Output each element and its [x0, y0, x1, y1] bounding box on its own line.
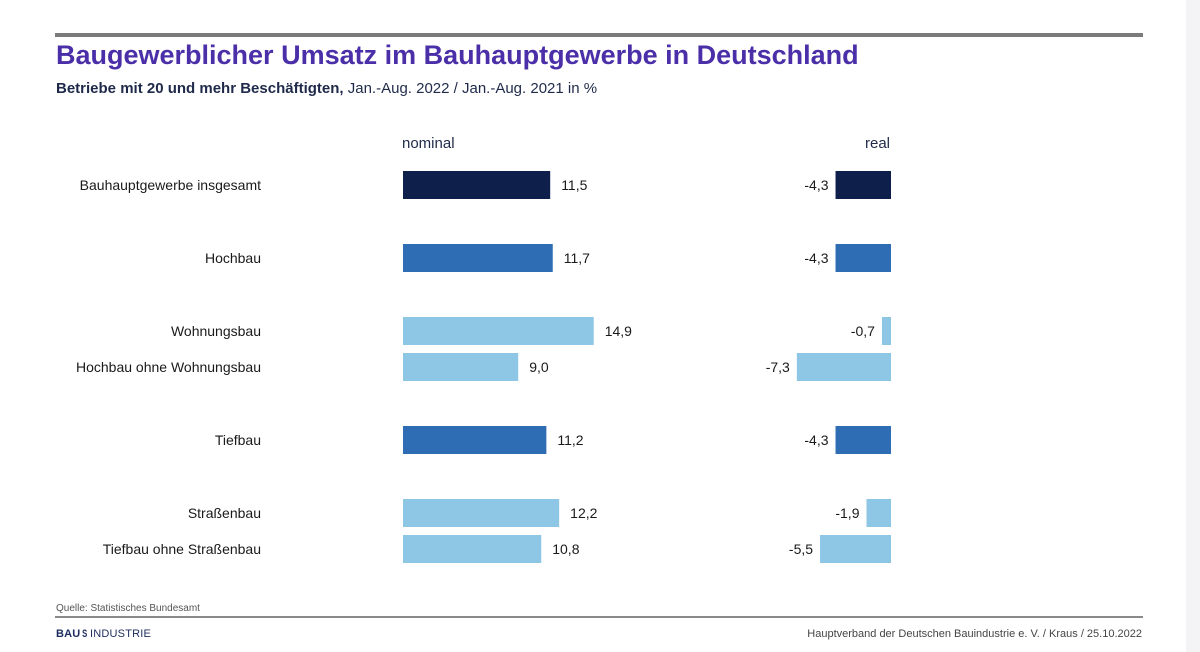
- bar-real: [835, 244, 891, 272]
- category-label: Tiefbau ohne Straßenbau: [103, 541, 261, 557]
- top-divider: [55, 33, 1143, 37]
- bar-real: [881, 317, 891, 345]
- bar-real: [835, 171, 891, 199]
- data-label-nominal: 10,8: [552, 541, 579, 557]
- bar-real: [835, 426, 891, 454]
- data-label-real: -4,3: [804, 432, 828, 448]
- source-note: Quelle: Statistisches Bundesamt: [56, 603, 200, 614]
- panel-header-nominal: nominal: [402, 135, 455, 152]
- logo-mark: S: [82, 628, 88, 640]
- bar-nominal: [403, 426, 547, 454]
- window-edge: [1186, 0, 1200, 652]
- data-label-nominal: 14,9: [605, 323, 632, 339]
- category-label: Straßenbau: [188, 505, 261, 521]
- bar-real: [820, 535, 891, 563]
- logo: BAU S INDUSTRIE: [56, 628, 151, 640]
- bar-nominal: [403, 353, 519, 381]
- footer-credit: Hauptverband der Deutschen Bauindustrie …: [807, 628, 1142, 640]
- data-label-real: -0,7: [851, 323, 875, 339]
- bar-real: [796, 353, 891, 381]
- data-label-nominal: 11,5: [561, 177, 587, 193]
- category-label: Wohnungsbau: [171, 323, 261, 339]
- subtitle-bold: Betriebe mit 20 und mehr Beschäftigten,: [56, 80, 344, 97]
- logo-part-a: BAU: [56, 628, 81, 640]
- bar-real: [866, 499, 891, 527]
- subtitle-rest: Jan.-Aug. 2022 / Jan.-Aug. 2021 in %: [343, 80, 598, 97]
- data-label-real: -1,9: [835, 505, 859, 521]
- bar-nominal: [403, 317, 594, 345]
- data-label-real: -7,3: [766, 359, 790, 375]
- data-label-real: -4,3: [804, 250, 828, 266]
- category-label: Hochbau: [205, 250, 261, 266]
- bar-nominal: [403, 535, 542, 563]
- bar-nominal: [403, 171, 551, 199]
- category-label: Tiefbau: [215, 432, 261, 448]
- page-title: Baugewerblicher Umsatz im Bauhauptgewerb…: [56, 40, 859, 70]
- data-label-nominal: 12,2: [570, 505, 597, 521]
- bottom-divider: [55, 616, 1143, 618]
- bar-nominal: [403, 499, 560, 527]
- data-label-nominal: 11,7: [564, 250, 590, 266]
- data-label-nominal: 11,2: [557, 432, 583, 448]
- category-label: Bauhauptgewerbe insgesamt: [80, 177, 261, 193]
- bar-nominal: [403, 244, 553, 272]
- data-label-real: -4,3: [804, 177, 828, 193]
- category-label: Hochbau ohne Wohnungsbau: [76, 359, 261, 375]
- data-label-real: -5,5: [789, 541, 813, 557]
- data-label-nominal: 9,0: [529, 359, 549, 375]
- panel-header-real: real: [865, 135, 890, 152]
- page-subtitle: Betriebe mit 20 und mehr Beschäftigten, …: [56, 80, 597, 97]
- logo-part-b: INDUSTRIE: [89, 628, 152, 640]
